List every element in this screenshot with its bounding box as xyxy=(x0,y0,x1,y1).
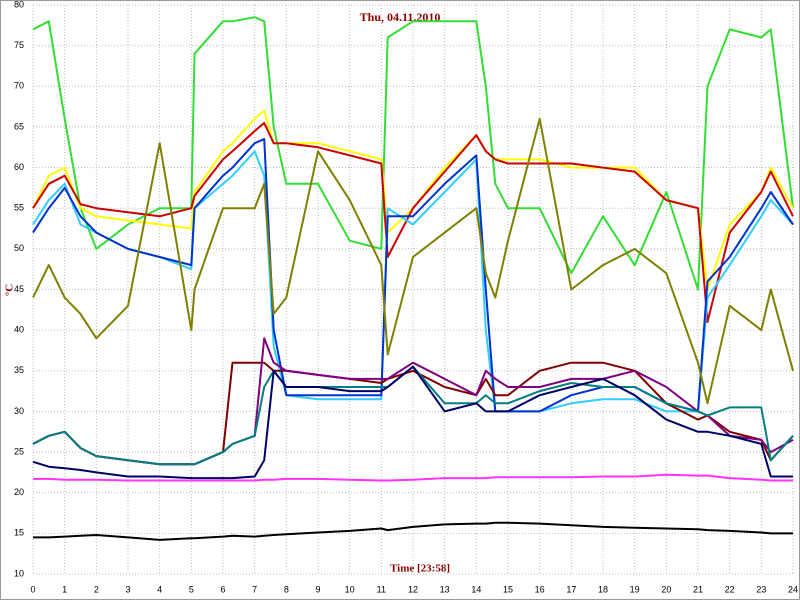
x-tick-label: 8 xyxy=(284,584,289,594)
x-tick-label: 14 xyxy=(471,584,481,594)
x-tick-label: 19 xyxy=(630,584,640,594)
y-tick-label: 10 xyxy=(14,568,24,578)
x-tick-label: 12 xyxy=(408,584,418,594)
x-tick-label: 5 xyxy=(189,584,194,594)
series-line xyxy=(32,16,794,291)
x-tick-label: 9 xyxy=(315,584,320,594)
x-tick-label: 10 xyxy=(345,584,355,594)
y-tick-label: 75 xyxy=(14,40,24,50)
x-tick-label: 17 xyxy=(566,584,576,594)
x-tick-label: 3 xyxy=(125,584,130,594)
y-tick-label: 45 xyxy=(14,284,24,294)
series-line xyxy=(33,521,793,541)
x-tick-label: 20 xyxy=(661,584,671,594)
y-tick-label: 35 xyxy=(14,365,24,375)
series-line xyxy=(32,117,794,405)
y-tick-label: 50 xyxy=(14,243,24,253)
x-tick-label: 21 xyxy=(693,584,703,594)
x-tick-label: 22 xyxy=(725,584,735,594)
x-tick-label: 24 xyxy=(788,584,798,594)
y-tick-label: 25 xyxy=(14,446,24,456)
series-line xyxy=(33,473,793,482)
x-tick-label: 13 xyxy=(440,584,450,594)
x-axis-label: Time [23:58] xyxy=(390,563,450,575)
x-tick-label: 6 xyxy=(220,584,225,594)
y-tick-label: 60 xyxy=(14,162,24,172)
x-tick-label: 7 xyxy=(252,584,257,594)
x-tick-label: 16 xyxy=(535,584,545,594)
series-line xyxy=(32,365,793,480)
x-tick-label: 4 xyxy=(157,584,162,594)
series-line xyxy=(32,365,794,466)
x-tick-label: 18 xyxy=(598,584,608,594)
y-tick-label: 15 xyxy=(14,528,24,538)
x-tick-label: 11 xyxy=(377,584,386,594)
x-tick-label: 1 xyxy=(62,584,67,594)
y-tick-label: 40 xyxy=(14,325,24,335)
x-tick-label: 23 xyxy=(756,584,766,594)
y-axis-label: °C xyxy=(4,284,16,296)
y-tick-label: 20 xyxy=(14,487,24,497)
y-tick-label: 70 xyxy=(14,81,24,91)
x-tick-label: 15 xyxy=(503,584,513,594)
y-tick-label: 80 xyxy=(14,0,24,9)
y-tick-label: 55 xyxy=(14,203,24,213)
chart-title: Thu, 04.11.2010 xyxy=(360,10,441,24)
y-tick-label: 30 xyxy=(14,406,24,416)
x-tick-label: 0 xyxy=(30,584,35,594)
x-tick-label: 2 xyxy=(94,584,99,594)
series-line xyxy=(32,121,794,323)
y-tick-label: 65 xyxy=(14,121,24,131)
